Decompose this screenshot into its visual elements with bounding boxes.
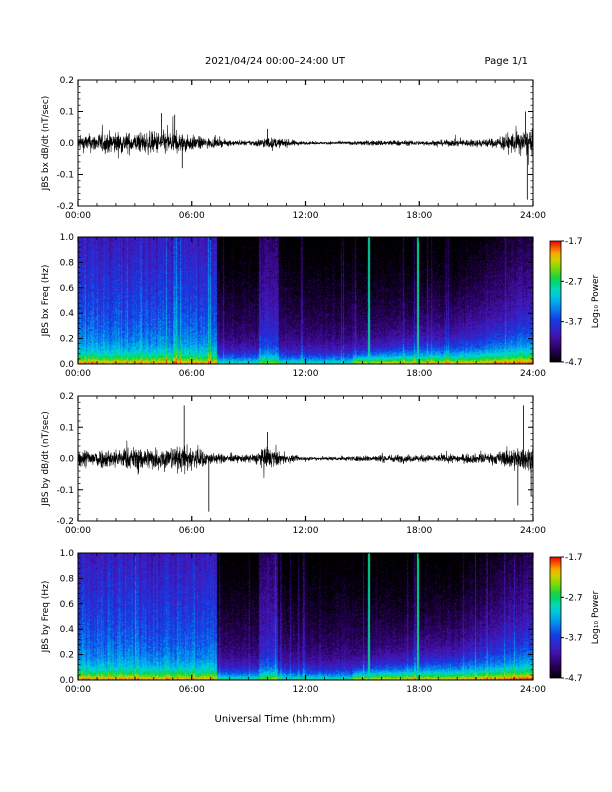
y-tick-label: 0.8: [60, 258, 75, 268]
x-tick-label: 12:00: [293, 526, 319, 536]
spectrogram-canvas: [78, 553, 533, 680]
panels: 00:00 06:00 12:00 18:00 24:00 0.2 0.1 0.0 -0.1 -0…: [41, 76, 601, 695]
y-tick-label: 0.4: [60, 625, 75, 635]
colorbar-tick-label: -1.7: [565, 553, 583, 563]
y-tick-label: -0.1: [56, 486, 74, 496]
figure-title: 2021/04/24 00:00–24:00 UT: [205, 56, 346, 67]
x-tick-label: 18:00: [406, 685, 432, 695]
panel-bx-freq: -1.7 -2.7 -3.7 -4.7 Log₁₀ Power 00:00 06:00 12:…: [41, 233, 601, 379]
y-axis-label: JBS bx Freq (Hz): [41, 265, 51, 338]
x-tick-label: 06:00: [179, 685, 205, 695]
y-tick-label: 1.0: [60, 233, 75, 243]
y-axis-label: JBS bx dB/dt (nT/sec): [41, 96, 51, 192]
y-tick-label: -0.1: [56, 171, 74, 181]
x-tick-label: 24:00: [520, 685, 546, 695]
y-tick-label: 0.6: [60, 284, 75, 294]
y-tick-label: 0.1: [60, 423, 74, 433]
x-tick-label: 24:00: [520, 526, 546, 536]
x-tick-label: 00:00: [65, 211, 91, 221]
page-indicator: Page 1/1: [485, 56, 528, 67]
x-tick-label: 06:00: [179, 211, 205, 221]
y-axis-label: JBS by dB/dt (nT/sec): [41, 411, 51, 507]
y-tick-label: 0.2: [60, 335, 74, 345]
spectrogram-canvas: [78, 237, 533, 364]
colorbar-tick-label: -4.7: [565, 674, 583, 684]
colorbar-tick-label: -2.7: [565, 593, 583, 603]
y-tick-label: -0.2: [56, 202, 74, 212]
y-tick-label: 0.2: [60, 651, 74, 661]
y-tick-label: 0.8: [60, 574, 75, 584]
y-tick-label: 0.2: [60, 76, 74, 86]
x-tick-label: 06:00: [179, 369, 205, 379]
y-tick-label: 0.4: [60, 309, 75, 319]
panel-bx-dbdt: 00:00 06:00 12:00 18:00 24:00 0.2 0.1 0.0 -0.1 -0…: [41, 76, 546, 221]
y-tick-label: 0.2: [60, 392, 74, 402]
colorbar-tick-label: -4.7: [565, 358, 583, 368]
colorbar-tick-label: -1.7: [565, 237, 583, 247]
x-tick-label: 18:00: [406, 369, 432, 379]
y-axis-label: JBS by Freq (Hz): [41, 581, 51, 654]
x-tick-label: 12:00: [293, 369, 319, 379]
colorbar-label: Log₁₀ Power: [591, 275, 601, 329]
y-tick-label: 1.0: [60, 549, 75, 559]
x-axis-label: Universal Time (hh:mm): [215, 714, 336, 725]
colorbar-tick-label: -3.7: [565, 634, 583, 644]
x-tick-label: 12:00: [293, 211, 319, 221]
y-tick-label: 0.1: [60, 108, 74, 118]
spectrogram: [78, 237, 533, 364]
colorbar-tick-label: -2.7: [565, 277, 583, 287]
panel-by-freq: -1.7 -2.7 -3.7 -4.7 Log₁₀ Power 00:00 06:00 12:…: [41, 549, 601, 695]
x-tick-label: 12:00: [293, 685, 319, 695]
x-tick-label: 24:00: [520, 369, 546, 379]
dbdt-trace: [78, 440, 533, 479]
y-tick-label: 0.0: [60, 139, 75, 149]
x-tick-label: 18:00: [406, 211, 432, 221]
colorbar-tick-label: -3.7: [565, 318, 583, 328]
x-tick-label: 06:00: [179, 526, 205, 536]
colorbar-label: Log₁₀ Power: [591, 591, 601, 645]
y-tick-label: 0.0: [60, 676, 75, 686]
x-tick-label: 18:00: [406, 526, 432, 536]
y-tick-label: 0.6: [60, 600, 75, 610]
x-tick-label: 00:00: [65, 685, 91, 695]
colorbar: [549, 240, 562, 363]
dbdt-trace: [78, 116, 533, 165]
y-tick-label: -0.2: [56, 517, 74, 527]
x-tick-label: 24:00: [520, 211, 546, 221]
x-tick-label: 00:00: [65, 369, 91, 379]
panel-by-dbdt: 00:00 06:00 12:00 18:00 24:00 0.2 0.1 0.0 -0.1 -0…: [41, 392, 546, 536]
colorbar: [549, 556, 562, 679]
y-tick-label: 0.0: [60, 360, 75, 370]
spectrogram: [78, 553, 533, 680]
x-tick-label: 00:00: [65, 526, 91, 536]
y-tick-label: 0.0: [60, 455, 75, 465]
